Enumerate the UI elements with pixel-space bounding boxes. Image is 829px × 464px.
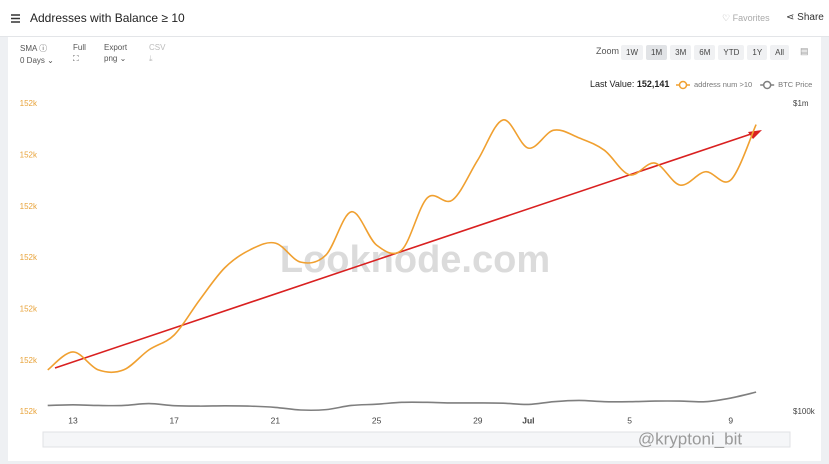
favorites[interactable]: ♡ Favorites <box>722 13 770 23</box>
y-tick-label: 152k <box>20 304 38 313</box>
watermark: Looknode.com <box>280 239 550 281</box>
title: Addresses with Balance ≥ 10 <box>30 11 185 25</box>
y-tick-label: 152k <box>20 99 38 108</box>
export-label: Export <box>104 43 128 52</box>
legend-swatch <box>762 80 772 90</box>
x-tick-label: 21 <box>271 415 281 425</box>
series-line <box>47 119 757 374</box>
menu-icon[interactable] <box>10 13 22 25</box>
csv-label: CSV <box>149 43 166 52</box>
last-value: Last Value: 152,141 <box>590 79 669 89</box>
last-value-number: 152,141 <box>636 79 670 89</box>
x-tick-label: 9 <box>728 415 733 425</box>
zoom-button[interactable]: 1W <box>621 45 643 60</box>
navigator[interactable] <box>42 431 791 448</box>
export-control[interactable]: Export png ⌄ <box>104 43 128 63</box>
zoom-buttons: 1W 1M 3M 6M YTD 1Y All <box>621 45 792 60</box>
x-tick-label: 5 <box>627 415 632 425</box>
y-tick-label: 152k <box>20 356 38 365</box>
y-tick-label: 152k <box>20 253 38 262</box>
y2-tick-label: $1m <box>793 99 809 108</box>
zoom-button[interactable]: YTD <box>718 45 745 60</box>
x-tick-label: 13 <box>68 415 78 425</box>
trend-arrow <box>54 132 755 369</box>
full-control[interactable]: Full ⛶ <box>73 43 86 63</box>
header: Addresses with Balance ≥ 10 ♡ Favorites … <box>0 0 829 37</box>
zoom-button[interactable]: 6M <box>694 45 716 60</box>
csv-control[interactable]: CSV ⤓ <box>149 43 166 63</box>
watermark: @kryptoni_bit <box>638 429 742 448</box>
share-label: Share <box>797 12 824 23</box>
zoom-button[interactable]: All <box>770 45 790 60</box>
favorites-label: Favorites <box>732 13 770 23</box>
last-value-label: Last Value: <box>590 79 635 89</box>
zoom-button[interactable]: 1Y <box>747 45 768 60</box>
chart-card: SMA ⓘ 0 Days ⌄ Full ⛶ Export png ⌄ CSV ⤓ Zoo… <box>8 37 821 461</box>
sma-value: 0 Days <box>20 56 45 65</box>
y-tick-label: 152k <box>20 202 38 211</box>
full-label: Full <box>73 43 86 52</box>
y-tick-label: 152k <box>20 407 38 416</box>
x-tick-label: 25 <box>372 415 382 425</box>
export-value: png <box>104 54 118 63</box>
sma-control[interactable]: SMA ⓘ 0 Days ⌄ <box>20 44 54 65</box>
share[interactable]: ⋖ Share <box>786 12 824 23</box>
series-line <box>47 391 757 412</box>
y-tick-label: 152k <box>20 150 38 159</box>
zoom-button[interactable]: 1M <box>646 45 668 60</box>
x-tick-label: 17 <box>169 415 179 425</box>
legend-label: BTC Price <box>778 80 812 89</box>
zoom-button[interactable]: 3M <box>670 45 692 60</box>
legend-swatch <box>678 80 688 90</box>
x-tick-label: 29 <box>473 415 483 425</box>
sma-label: SMA <box>20 44 37 53</box>
y2-tick-label: $100k <box>793 407 816 416</box>
zoom-label: Zoom <box>596 46 620 56</box>
legend-label: address num >10 <box>694 80 752 89</box>
table-icon[interactable]: ▤ <box>800 46 809 56</box>
x-tick-label: Jul <box>522 415 534 425</box>
